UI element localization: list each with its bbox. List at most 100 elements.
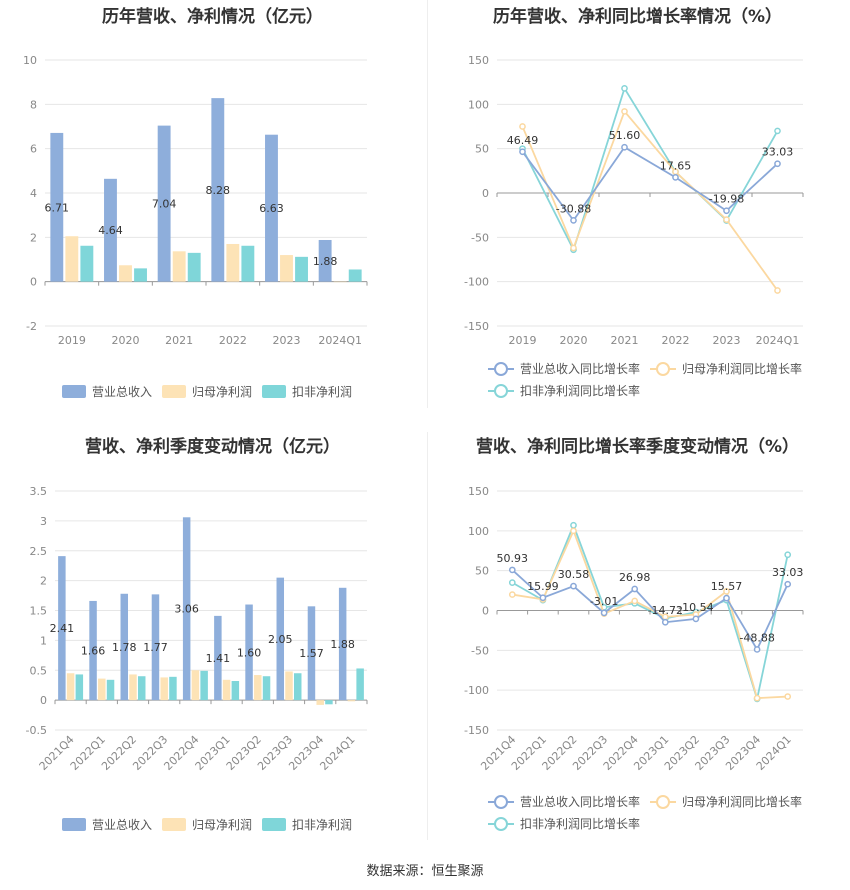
legend-item-revenue[interactable]: 营业总收入 (62, 816, 152, 833)
data-label: 51.60 (609, 129, 641, 142)
panel-divider-top (427, 0, 428, 408)
data-point (570, 527, 577, 535)
bar (245, 604, 253, 701)
bar (50, 132, 64, 282)
x-tick-label: 2022 (662, 334, 690, 347)
data-label: 2.41 (50, 622, 75, 635)
data-label: 50.93 (497, 552, 529, 565)
y-tick-label: 2 (30, 231, 37, 244)
legend-item-parent-growth[interactable]: 归母净利润同比增长率 (650, 360, 802, 377)
y-tick-label: 3 (40, 515, 47, 528)
bar (222, 679, 231, 701)
y-tick-label: -100 (464, 276, 489, 289)
bar (120, 593, 129, 701)
legend-item-deducted-profit[interactable]: 扣非净利润 (262, 383, 352, 400)
bar (295, 256, 308, 282)
y-tick-label: 150 (468, 54, 489, 67)
legend-label: 扣非净利润同比增长率 (520, 817, 641, 831)
chart-title: 历年营收、净利同比增长率情况（%） (492, 7, 783, 27)
data-point (570, 244, 577, 252)
legend-item-revenue-growth[interactable]: 营业总收入同比增长率 (488, 793, 640, 810)
legend-swatch (488, 362, 514, 376)
data-label: 4.64 (98, 224, 123, 237)
legend-swatch (488, 384, 514, 398)
y-tick-label: -2 (26, 320, 37, 333)
legend-swatch (262, 385, 286, 398)
x-tick-label: 2022 (219, 334, 247, 347)
legend-label: 扣非净利润 (292, 818, 353, 832)
y-tick-label: 0 (482, 187, 489, 200)
series-line (511, 569, 789, 652)
y-tick-label: 10 (23, 54, 37, 67)
legend-item-revenue-growth[interactable]: 营业总收入同比增长率 (488, 360, 640, 377)
series-line (521, 146, 779, 222)
legend-item-parent-growth[interactable]: 归母净利润同比增长率 (650, 793, 802, 810)
bar (348, 269, 362, 282)
bar (280, 255, 293, 282)
data-label: 17.65 (660, 159, 692, 172)
data-point (539, 594, 547, 602)
quarterly-growth-rate-panel: 营收、净利同比增长率季度变动情况（%） -150 -100 -50 0 50 100 150… (425, 430, 850, 860)
bar (333, 281, 347, 283)
data-label: -48.88 (739, 631, 774, 644)
x-tick-label: 2024Q1 (756, 334, 800, 347)
y-tick-label: 6 (30, 143, 37, 156)
y-tick-label: -50 (471, 644, 489, 657)
legend-label: 营业总收入 (92, 385, 153, 399)
legend-label: 扣非净利润 (292, 385, 353, 399)
panel-divider-bottom (427, 432, 428, 840)
bar (106, 679, 115, 701)
quarterly-revenue-profit-bar-chart: -0.500.511.522.533.52021Q42022Q12022Q220… (26, 485, 368, 773)
annual-growth-rate-panel: 历年营收、净利同比增长率情况（%） -150 -100 -50 0 50 100 150 20… (425, 0, 850, 430)
legend-item-deducted-growth[interactable]: 扣非净利润同比增长率 (488, 382, 640, 399)
bar (316, 700, 324, 705)
legend-item-revenue[interactable]: 营业总收入 (62, 383, 152, 400)
data-label: 6.63 (259, 202, 284, 215)
data-label: -30.88 (556, 202, 591, 215)
x-tick-label: 2023 (713, 334, 741, 347)
y-tick-label: 4 (30, 187, 37, 200)
x-tick-label: 2019 (58, 334, 86, 347)
bar (151, 594, 160, 701)
data-point (519, 148, 526, 156)
bar (89, 600, 97, 701)
y-tick-label: -150 (464, 724, 489, 737)
bar (356, 668, 364, 701)
bar (293, 673, 302, 701)
data-point (621, 85, 628, 92)
legend-item-parent-profit[interactable]: 归母净利润 (162, 383, 252, 400)
x-tick-label: 2021 (611, 334, 639, 347)
bar (211, 98, 225, 282)
legend-item-parent-profit[interactable]: 归母净利润 (162, 816, 252, 833)
bar (200, 670, 208, 701)
legend-swatch (650, 362, 676, 376)
data-label: 1.66 (81, 645, 106, 658)
data-label: 2.05 (268, 633, 293, 646)
x-tick-label: 2024Q1 (317, 733, 357, 773)
legend-item-deducted-profit[interactable]: 扣非净利润 (262, 816, 352, 833)
bar (262, 676, 271, 701)
bar (254, 675, 262, 701)
data-label: 1.57 (299, 647, 324, 660)
x-tick-label: 2023 (273, 334, 301, 347)
legend-swatch (650, 795, 676, 809)
y-tick-label: 0.5 (30, 664, 48, 677)
legend-label: 扣非净利润同比增长率 (520, 384, 641, 398)
bar (137, 676, 146, 701)
data-label: 30.58 (558, 568, 590, 581)
legend-item-deducted-growth[interactable]: 扣非净利润同比增长率 (488, 815, 640, 832)
data-label: -14.72 (648, 604, 683, 617)
data-label: 1.88 (330, 638, 355, 651)
legend-swatch (488, 795, 514, 809)
bar (58, 556, 66, 701)
bar (307, 606, 316, 701)
legend-swatch (488, 817, 514, 831)
data-point (774, 287, 781, 294)
legend-label: 归母净利润同比增长率 (682, 362, 803, 376)
series-line (511, 522, 789, 703)
y-tick-label: 3.5 (30, 485, 48, 498)
y-tick-label: 2 (40, 575, 47, 588)
y-tick-label: -100 (464, 684, 489, 697)
chart-title: 营收、净利季度变动情况（亿元） (85, 437, 340, 457)
data-point (600, 609, 608, 617)
